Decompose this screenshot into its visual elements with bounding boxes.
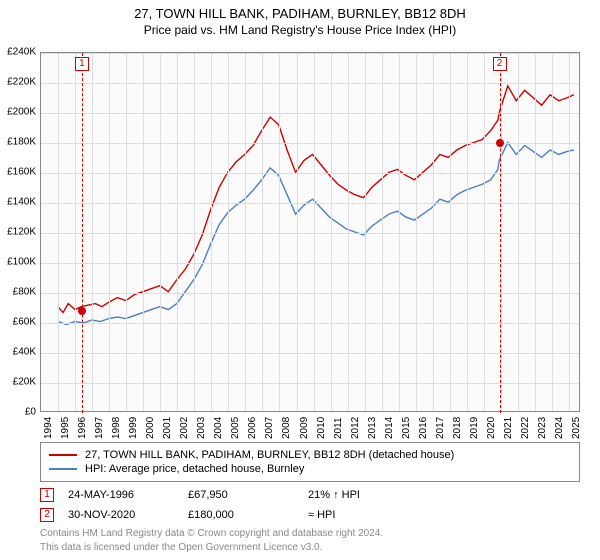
- y-axis-label: £60K: [2, 317, 36, 328]
- sale-date: 30-NOV-2020: [68, 509, 188, 521]
- price-chart: 12 £0£20K£40K£60K£80K£100K£120K£140K£160…: [40, 52, 580, 412]
- legend-swatch-red: [49, 454, 77, 456]
- x-axis-label: 2025: [571, 417, 582, 439]
- x-axis-label: 2000: [145, 417, 156, 439]
- x-axis-label: 1996: [77, 417, 88, 439]
- y-axis-label: £80K: [2, 287, 36, 298]
- footer-line-2: This data is licensed under the Open Gov…: [40, 541, 383, 555]
- marker-box-2: 2: [493, 57, 507, 71]
- x-axis-label: 1995: [60, 417, 71, 439]
- sale-delta: ≈ HPI: [308, 509, 428, 521]
- x-axis-label: 2006: [247, 417, 258, 439]
- x-axis-label: 2003: [196, 417, 207, 439]
- x-axis-label: 2020: [486, 417, 497, 439]
- x-axis-label: 2023: [537, 417, 548, 439]
- x-axis-label: 2024: [554, 417, 565, 439]
- x-axis-label: 2013: [367, 417, 378, 439]
- sale-row-1: 1 24-MAY-1996£67,95021% ↑ HPI: [40, 488, 580, 502]
- legend-label-1: 27, TOWN HILL BANK, PADIHAM, BURNLEY, BB…: [85, 449, 454, 461]
- x-axis-label: 1999: [128, 417, 139, 439]
- x-axis-label: 2015: [401, 417, 412, 439]
- sale-delta: 21% ↑ HPI: [308, 489, 428, 501]
- x-axis-label: 2005: [230, 417, 241, 439]
- sale-marker-2: 2: [40, 508, 54, 522]
- x-axis-label: 2019: [469, 417, 480, 439]
- x-axis-label: 2018: [452, 417, 463, 439]
- series-red: [58, 86, 574, 313]
- x-axis-label: 2014: [384, 417, 395, 439]
- x-axis-label: 2002: [179, 417, 190, 439]
- y-axis-label: £160K: [2, 167, 36, 178]
- sale-row-2: 2 30-NOV-2020£180,000≈ HPI: [40, 508, 580, 522]
- sale-marker-1: 1: [40, 488, 54, 502]
- y-axis-label: £140K: [2, 197, 36, 208]
- footer-line-1: Contains HM Land Registry data © Crown c…: [40, 527, 383, 541]
- sale-price: £180,000: [188, 509, 308, 521]
- x-axis-label: 2017: [435, 417, 446, 439]
- legend-label-2: HPI: Average price, detached house, Burn…: [85, 463, 304, 475]
- y-axis-label: £40K: [2, 347, 36, 358]
- marker-dot-1: [78, 307, 86, 315]
- x-axis-label: 2022: [520, 417, 531, 439]
- y-axis-label: £240K: [2, 47, 36, 58]
- x-axis-label: 1997: [94, 417, 105, 439]
- footer: Contains HM Land Registry data © Crown c…: [40, 527, 383, 554]
- page-subtitle: Price paid vs. HM Land Registry's House …: [0, 23, 600, 37]
- y-axis-label: £180K: [2, 137, 36, 148]
- y-axis-label: £20K: [2, 377, 36, 388]
- x-axis-label: 2007: [264, 417, 275, 439]
- marker-dot-2: [496, 139, 504, 147]
- sale-price: £67,950: [188, 489, 308, 501]
- x-axis-label: 2008: [281, 417, 292, 439]
- legend: 27, TOWN HILL BANK, PADIHAM, BURNLEY, BB…: [40, 442, 580, 522]
- x-axis-label: 1994: [43, 417, 54, 439]
- page-title: 27, TOWN HILL BANK, PADIHAM, BURNLEY, BB…: [0, 6, 600, 21]
- y-axis-label: £200K: [2, 107, 36, 118]
- x-axis-label: 2001: [162, 417, 173, 439]
- x-axis-label: 2011: [333, 417, 344, 439]
- marker-line-2: [500, 53, 501, 413]
- x-axis-label: 1998: [111, 417, 122, 439]
- x-axis-label: 2010: [316, 417, 327, 439]
- legend-swatch-blue: [49, 468, 77, 470]
- y-axis-label: £120K: [2, 227, 36, 238]
- sale-date: 24-MAY-1996: [68, 489, 188, 501]
- marker-line-1: [82, 53, 83, 413]
- x-axis-label: 2009: [299, 417, 310, 439]
- x-axis-label: 2004: [213, 417, 224, 439]
- y-axis-label: £100K: [2, 257, 36, 268]
- y-axis-label: £0: [2, 407, 36, 418]
- x-axis-label: 2021: [503, 417, 514, 439]
- y-axis-label: £220K: [2, 77, 36, 88]
- marker-box-1: 1: [75, 57, 89, 71]
- x-axis-label: 2012: [350, 417, 361, 439]
- x-axis-label: 2016: [418, 417, 429, 439]
